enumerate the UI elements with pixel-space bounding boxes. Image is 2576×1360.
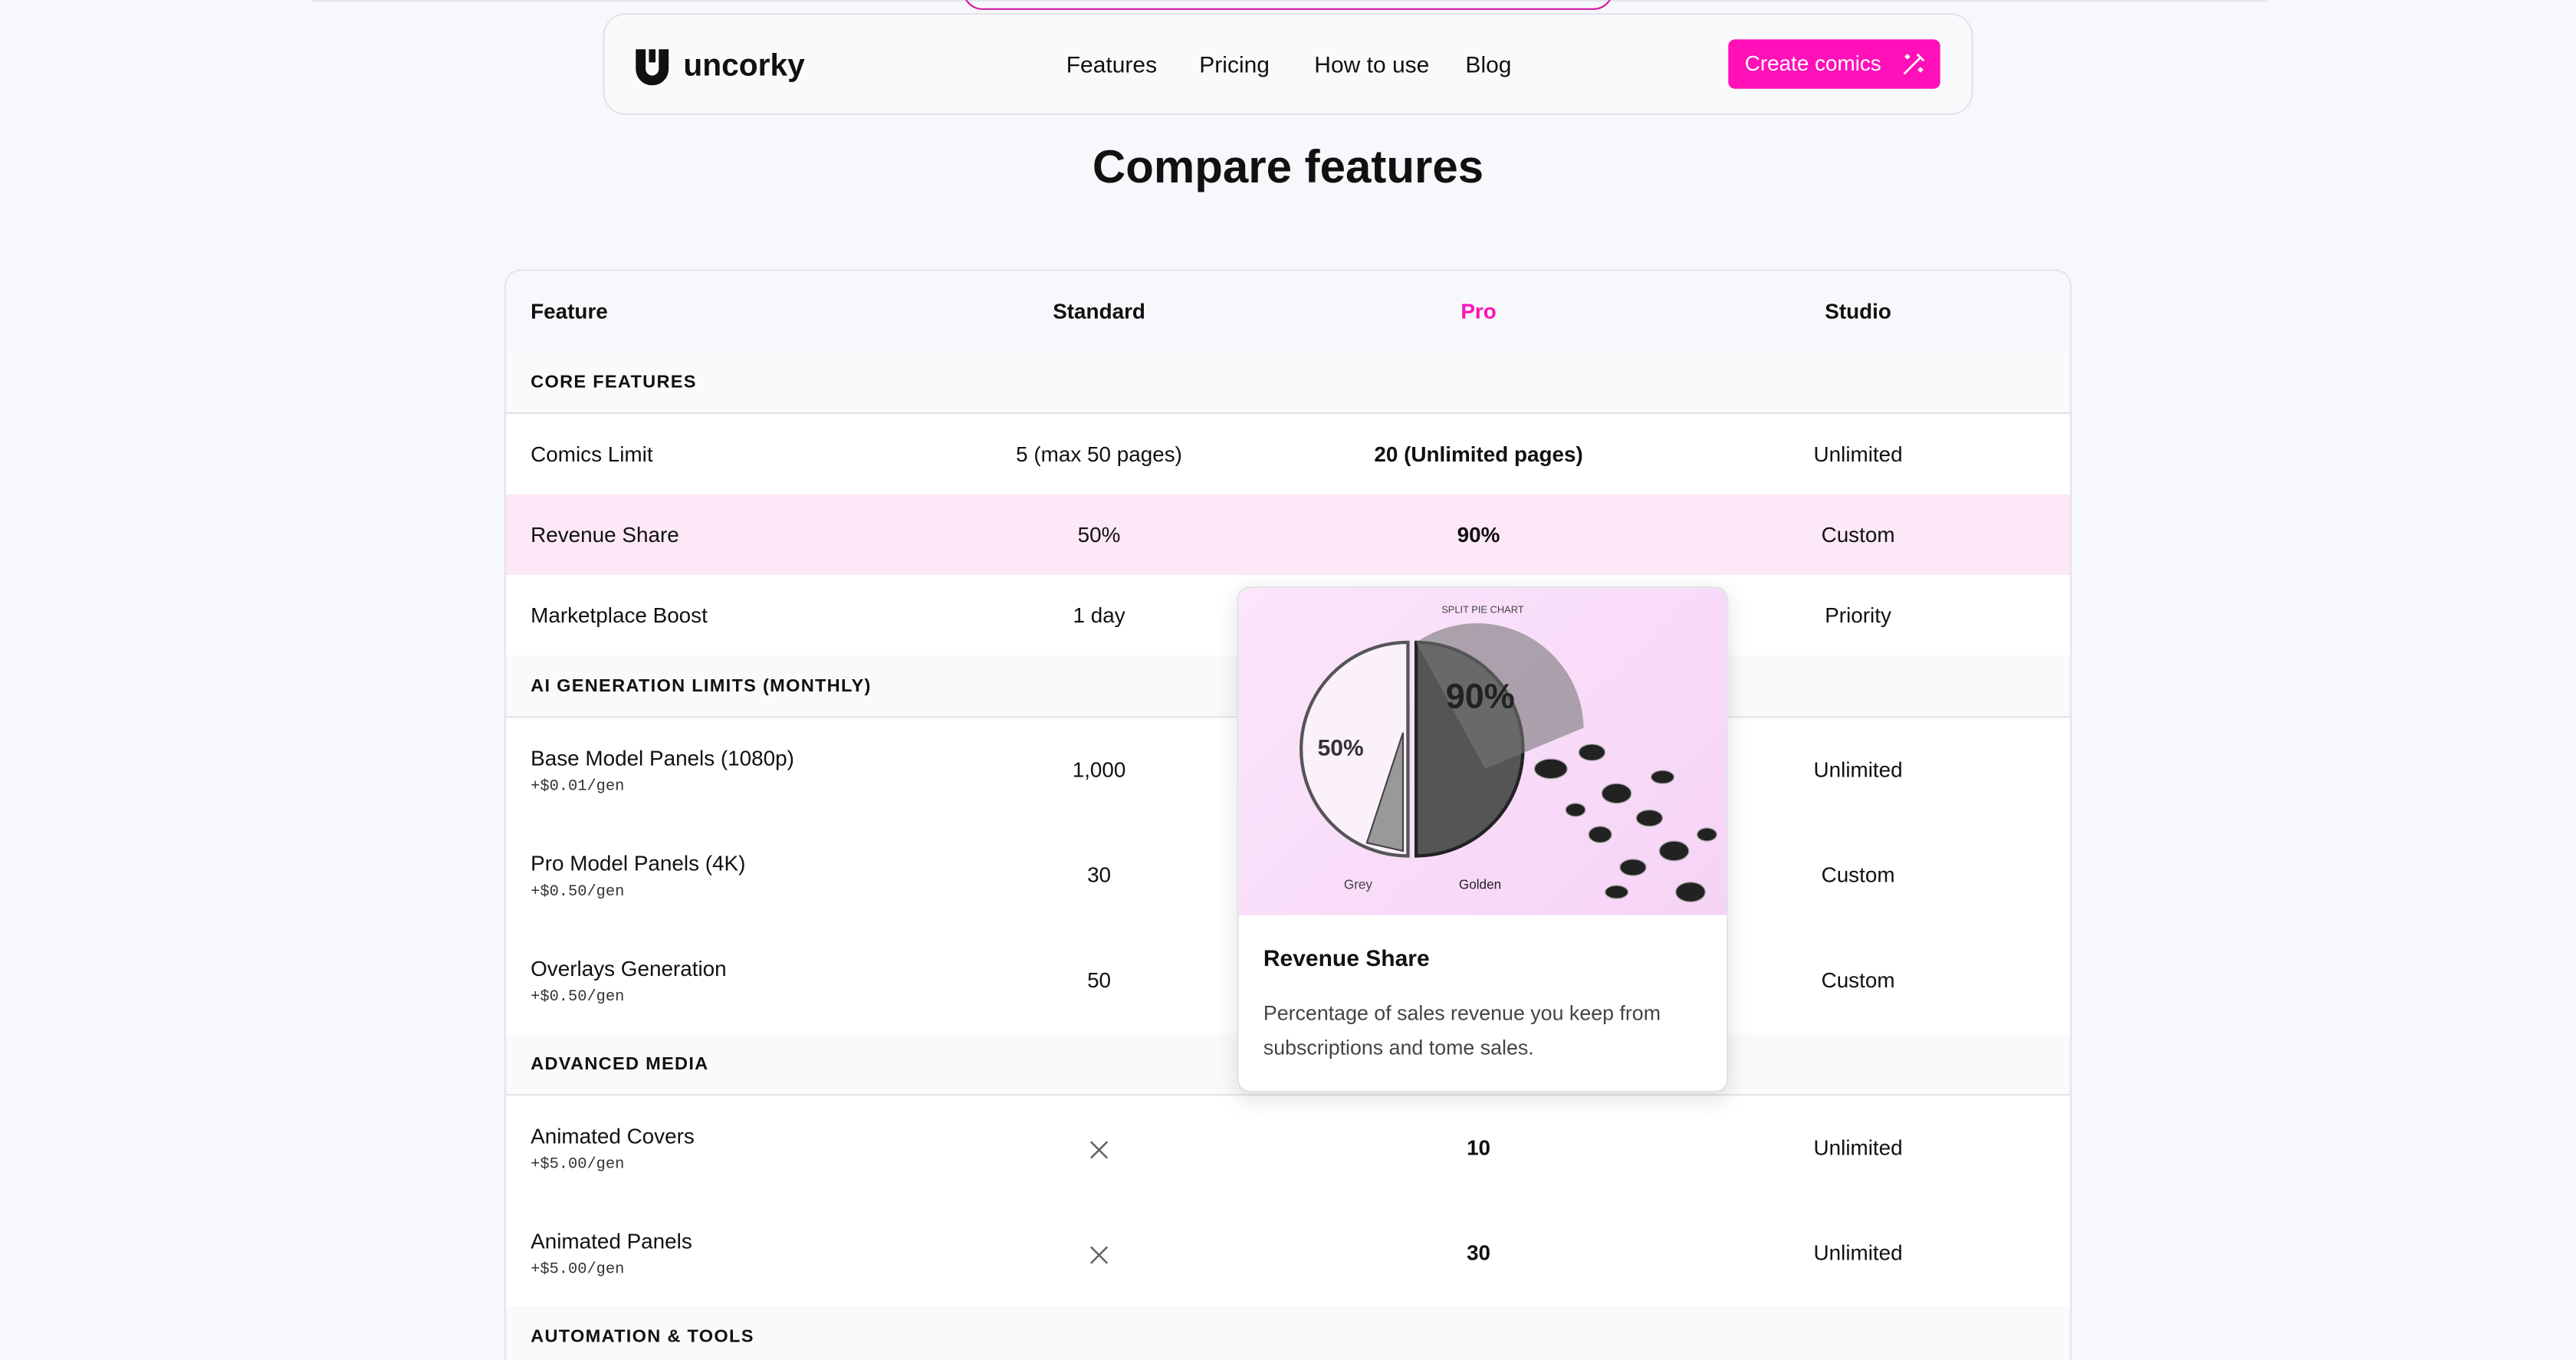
legend-golden: Golden xyxy=(1458,877,1502,892)
cell-value: 30 xyxy=(1087,862,1112,888)
cell-value: Unlimited xyxy=(1813,441,1903,466)
section-title: AUTOMATION & TOOLS xyxy=(531,1327,754,1348)
table-row xyxy=(506,1201,2070,1306)
not-included-icon xyxy=(1089,1243,1109,1264)
banner-edge xyxy=(962,0,1614,10)
section-row xyxy=(506,1306,2070,1360)
feature-price: +$5.00/gen xyxy=(531,1155,625,1173)
image-caption: SPLIT PIE CHART xyxy=(1441,606,1524,616)
top-line xyxy=(312,0,2268,2)
tooltip-title: Revenue Share xyxy=(1263,944,1430,971)
table-row xyxy=(506,414,2070,494)
cell-value: 5 (max 50 pages) xyxy=(1016,441,1182,466)
feature-name: Revenue Share xyxy=(531,521,679,547)
feature-price: +$0.50/gen xyxy=(531,987,625,1006)
column-header: Feature xyxy=(531,299,608,324)
feature-name: Overlays Generation xyxy=(531,956,727,981)
cell-value: 1 day xyxy=(1073,602,1125,627)
cell-value: 50% xyxy=(1077,521,1121,547)
column-header: Studio xyxy=(1825,299,1891,324)
nav-link[interactable]: How to use xyxy=(1314,51,1430,77)
feature-name: Marketplace Boost xyxy=(531,602,708,627)
feature-name: Pro Model Panels (4K) xyxy=(531,851,746,876)
cta-label: Create comics xyxy=(1744,51,1881,76)
cell-value: Unlimited xyxy=(1813,1135,1903,1160)
pie-left-label: 50% xyxy=(1317,734,1364,761)
tooltip-image: SPLIT PIE CHART 50% 90% Grey Golden xyxy=(1238,588,1727,915)
section-title: AI GENERATION LIMITS (MONTHLY) xyxy=(531,676,872,697)
cta-button[interactable]: Create comics xyxy=(1728,39,1940,89)
nav-link[interactable]: Features xyxy=(1066,51,1158,77)
feature-price: +$0.50/gen xyxy=(531,882,625,901)
nav-link[interactable]: Pricing xyxy=(1199,51,1270,77)
pie-right-label: 90% xyxy=(1445,678,1515,717)
cell-value: Custom xyxy=(1821,967,1895,993)
navbar: uncorky xyxy=(603,13,1973,116)
cell-value: Priority xyxy=(1825,602,1891,627)
tooltip-description: Percentage of sales revenue you keep fro… xyxy=(1263,1002,1661,1060)
not-included-icon xyxy=(1089,1138,1109,1159)
table-row xyxy=(506,494,2070,575)
wand-icon xyxy=(1903,53,1925,75)
cell-value: Unlimited xyxy=(1813,757,1903,782)
feature-price: +$5.00/gen xyxy=(531,1260,625,1279)
column-header: Standard xyxy=(1053,299,1145,324)
cell-value: 10 xyxy=(1467,1135,1491,1160)
feature-name: Comics Limit xyxy=(531,441,653,466)
cell-value: 20 (Unlimited pages) xyxy=(1374,441,1583,466)
cell-value: 1,000 xyxy=(1072,757,1126,782)
feature-name: Animated Panels xyxy=(531,1228,692,1253)
cell-value: 50 xyxy=(1087,967,1112,993)
legend-grey: Grey xyxy=(1343,877,1373,892)
cell-value: Custom xyxy=(1821,521,1895,547)
feature-name: Animated Covers xyxy=(531,1123,695,1148)
cell-value: 90% xyxy=(1457,521,1500,547)
section-title: CORE FEATURES xyxy=(531,373,697,393)
cell-value: Custom xyxy=(1821,862,1895,888)
section-row xyxy=(506,351,2070,414)
pie-illustration xyxy=(1300,623,1717,903)
feature-name: Base Model Panels (1080p) xyxy=(531,745,794,770)
compare-table: Feature Standard Pro Studio CORE FEATURES Com… xyxy=(504,269,2072,1360)
section-title: ADVANCED MEDIA xyxy=(531,1054,709,1075)
page-heading: Compare features xyxy=(1092,141,1484,192)
logo xyxy=(636,49,669,86)
brand[interactable]: uncorky xyxy=(683,49,805,84)
table-row xyxy=(506,1096,2070,1201)
column-header: Pro xyxy=(1460,299,1497,324)
cell-value: 30 xyxy=(1467,1240,1491,1265)
tooltip: SPLIT PIE CHART 50% 90% Grey Golden Reve… xyxy=(1237,586,1729,1092)
feature-price: +$0.01/gen xyxy=(531,777,625,796)
nav-link[interactable]: Blog xyxy=(1465,51,1512,77)
cell-value: Unlimited xyxy=(1813,1240,1903,1265)
